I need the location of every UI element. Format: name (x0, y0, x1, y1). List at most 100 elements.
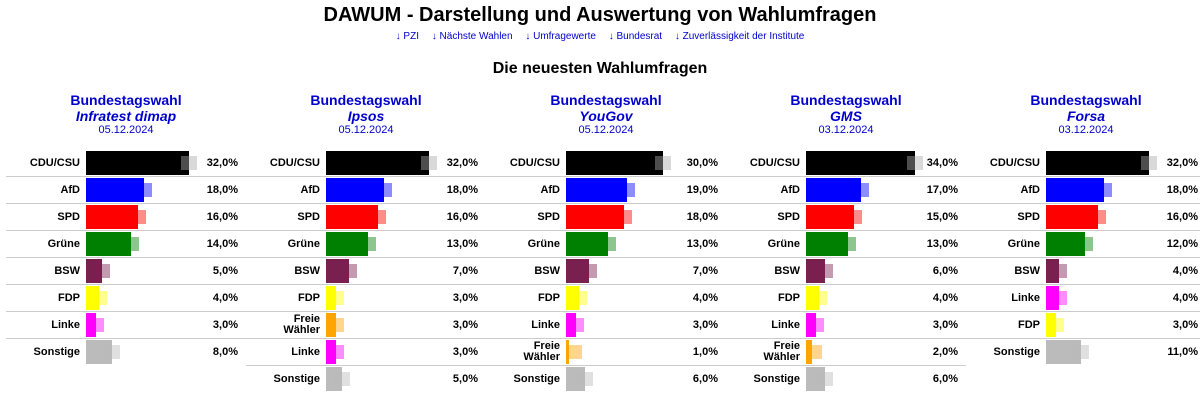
bar-row-fdp: FDP 4,0% (726, 285, 966, 312)
bar-row-freie-wähler: Freie Wähler 3,0% (246, 312, 486, 339)
bar-row-bsw: BSW 7,0% (486, 258, 726, 285)
bar-row-cdu-csu: CDU/CSU 32,0% (246, 150, 486, 177)
party-label-linke: Linke (51, 318, 80, 331)
bar-cdu-csu (86, 151, 190, 175)
value-label-freie-wähler: 1,0% (692, 346, 718, 358)
bar-bsw (86, 259, 103, 283)
value-label-cdu-csu: 32,0% (1166, 157, 1198, 169)
value-label-grüne: 13,0% (446, 238, 478, 250)
bar-row-afd: AfD 19,0% (486, 177, 726, 204)
bar-row-bsw: BSW 7,0% (246, 258, 486, 285)
previous-value-marker-cdu-csu (181, 156, 198, 170)
bar-row-sonstige: Sonstige 6,0% (726, 366, 966, 392)
bar-sonstige (326, 367, 343, 391)
previous-value-marker-sonstige (1073, 345, 1090, 359)
previous-value-marker-spd (846, 210, 863, 224)
party-label-spd: SPD (297, 210, 320, 223)
party-label-sonstige: Sonstige (33, 345, 80, 358)
bar-row-afd: AfD 17,0% (726, 177, 966, 204)
value-label-grüne: 14,0% (206, 238, 238, 250)
bar-grüne (806, 232, 848, 256)
bar-afd (806, 178, 861, 202)
poll-header[interactable]: Bundestagswahl Infratest dimap 05.12.202… (6, 92, 246, 137)
bar-fdp (566, 286, 579, 310)
value-label-cdu-csu: 32,0% (446, 157, 478, 169)
nav-link-naechste-wahlen[interactable]: ↓ Nächste Wahlen (431, 31, 513, 42)
bar-row-bsw: BSW 4,0% (966, 258, 1200, 285)
bar-row-cdu-csu: CDU/CSU 34,0% (726, 150, 966, 177)
nav-link-umfragewerte[interactable]: ↓ Umfragewerte (525, 31, 596, 42)
bar-grüne (566, 232, 608, 256)
bar-row-grüne: Grüne 13,0% (246, 231, 486, 258)
bar-row-grüne: Grüne 12,0% (966, 231, 1200, 258)
value-label-linke: 4,0% (1172, 292, 1198, 304)
bar-row-linke: Linke 4,0% (966, 285, 1200, 312)
party-label-cdu-csu: CDU/CSU (269, 156, 320, 169)
previous-value-marker-fdp (90, 291, 107, 305)
party-label-cdu-csu: CDU/CSU (749, 156, 800, 169)
nav-links: ↓ PZI ↓ Nächste Wahlen ↓ Umfragewerte ↓ … (0, 31, 1200, 42)
bar-fdp (326, 286, 336, 310)
bar-bsw (566, 259, 589, 283)
nav-link-zuverlaessigkeit[interactable]: ↓ Zuverlässigkeit der Institute (674, 31, 805, 42)
poll-panel: Bundestagswahl GMS 03.12.2024 CDU/CSU 34,… (726, 92, 966, 391)
party-label-bsw: BSW (534, 264, 560, 277)
party-label-linke: Linke (531, 318, 560, 331)
value-label-cdu-csu: 34,0% (926, 157, 958, 169)
previous-value-marker-cdu-csu (654, 156, 671, 170)
poll-header[interactable]: Bundestagswahl Forsa 03.12.2024 (966, 92, 1200, 137)
party-label-sonstige: Sonstige (993, 345, 1040, 358)
poll-header[interactable]: Bundestagswahl GMS 03.12.2024 (726, 92, 966, 137)
poll-date: 05.12.2024 (338, 124, 394, 136)
value-label-bsw: 7,0% (452, 265, 478, 277)
previous-value-marker-bsw (94, 264, 111, 278)
bar-bsw (806, 259, 826, 283)
bar-row-linke: Linke 3,0% (6, 312, 246, 339)
party-label-grüne: Grüne (767, 237, 800, 250)
nav-link-pzi[interactable]: ↓ PZI (395, 31, 419, 42)
poll-header[interactable]: Bundestagswahl Ipsos 05.12.2024 (246, 92, 486, 137)
party-label-fdp: FDP (298, 291, 320, 304)
value-label-afd: 18,0% (446, 184, 478, 196)
party-label-fdp: FDP (1018, 318, 1040, 331)
previous-value-marker-spd (615, 210, 632, 224)
party-label-freie-wähler: Freie Wähler (283, 313, 320, 336)
party-label-grüne: Grüne (527, 237, 560, 250)
party-label-afd: AfD (60, 183, 80, 196)
previous-value-marker-sonstige (577, 372, 594, 386)
bar-row-bsw: BSW 5,0% (6, 258, 246, 285)
bar-row-sonstige: Sonstige 8,0% (6, 339, 246, 365)
previous-value-marker-fdp (1047, 318, 1064, 332)
poll-date: 03.12.2024 (818, 124, 874, 136)
previous-value-marker-freie-wähler (806, 345, 822, 359)
value-label-sonstige: 6,0% (692, 373, 718, 385)
bar-fdp (1046, 313, 1056, 337)
party-label-fdp: FDP (58, 291, 80, 304)
bar-row-fdp: FDP 3,0% (246, 285, 486, 312)
bar-cdu-csu (1046, 151, 1150, 175)
value-label-afd: 18,0% (206, 184, 238, 196)
party-label-cdu-csu: CDU/CSU (989, 156, 1040, 169)
bar-freie-wähler (326, 313, 336, 337)
bar-row-afd: AfD 18,0% (246, 177, 486, 204)
value-label-freie-wähler: 3,0% (452, 319, 478, 331)
value-label-cdu-csu: 32,0% (206, 157, 238, 169)
bar-row-fdp: FDP 4,0% (6, 285, 246, 312)
previous-value-marker-linke (567, 318, 584, 332)
bar-linke (86, 313, 96, 337)
nav-link-bundesrat[interactable]: ↓ Bundesrat (608, 31, 663, 42)
previous-value-marker-afd (375, 183, 392, 197)
value-label-linke: 3,0% (692, 319, 718, 331)
previous-value-marker-grüne (839, 237, 856, 251)
poll-institute: GMS (830, 108, 862, 124)
value-label-afd: 19,0% (686, 184, 718, 196)
party-label-freie-wähler: Freie Wähler (523, 340, 560, 363)
bar-cdu-csu (326, 151, 430, 175)
bar-row-sonstige: Sonstige 6,0% (486, 366, 726, 392)
poll-institute: Forsa (1066, 108, 1106, 124)
party-label-grüne: Grüne (287, 237, 320, 250)
bar-row-cdu-csu: CDU/CSU 32,0% (6, 150, 246, 177)
value-label-spd: 15,0% (926, 211, 958, 223)
poll-header[interactable]: Bundestagswahl YouGov 05.12.2024 (486, 92, 726, 137)
bar-row-spd: SPD 18,0% (486, 204, 726, 231)
